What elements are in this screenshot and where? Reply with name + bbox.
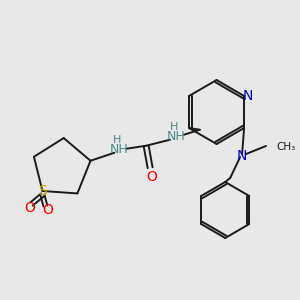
Text: H: H <box>170 122 178 132</box>
Text: N: N <box>237 149 247 163</box>
Text: O: O <box>42 203 53 217</box>
Text: H: H <box>113 135 122 145</box>
Text: N: N <box>243 89 253 103</box>
Text: CH₃: CH₃ <box>276 142 295 152</box>
Text: NH: NH <box>167 130 185 143</box>
Text: NH: NH <box>110 143 129 156</box>
Text: O: O <box>147 170 158 184</box>
Text: O: O <box>24 201 35 215</box>
Text: S: S <box>38 184 47 198</box>
